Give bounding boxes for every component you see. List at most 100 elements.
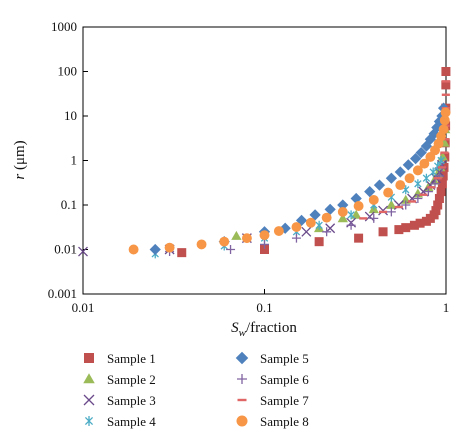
x-axis-title-main: S bbox=[231, 320, 239, 336]
x-tick-label: 0.1 bbox=[256, 300, 272, 315]
x-tick-label: 0.01 bbox=[72, 300, 95, 315]
legend-marker bbox=[235, 351, 249, 365]
data-point bbox=[395, 180, 406, 191]
data-point bbox=[354, 233, 364, 243]
data-point bbox=[164, 242, 175, 253]
y-axis-title-main: r bbox=[12, 174, 28, 180]
data-point bbox=[440, 151, 449, 154]
data-point bbox=[385, 172, 397, 184]
data-point bbox=[386, 199, 397, 209]
data-point bbox=[437, 179, 447, 189]
data-point bbox=[309, 209, 321, 221]
data-point bbox=[128, 244, 139, 255]
legend-item: Sample 1 bbox=[84, 351, 156, 366]
data-point bbox=[407, 200, 417, 203]
legend-marker bbox=[83, 394, 95, 406]
data-point bbox=[322, 227, 332, 237]
data-point bbox=[226, 245, 236, 254]
data-point bbox=[394, 205, 403, 209]
legend-label: Sample 6 bbox=[260, 372, 309, 387]
data-point bbox=[423, 187, 433, 197]
y-tick-label: 10 bbox=[64, 108, 77, 123]
legend-label: Sample 5 bbox=[260, 351, 309, 366]
data-point bbox=[219, 236, 230, 247]
data-point bbox=[427, 186, 436, 189]
legend-item: Sample 7 bbox=[237, 393, 309, 408]
x-axis-title-sub: w bbox=[239, 327, 247, 339]
data-point bbox=[337, 206, 348, 217]
series-6 bbox=[165, 162, 447, 257]
data-point bbox=[177, 248, 187, 258]
legend-item: Sample 2 bbox=[83, 372, 156, 387]
data-point bbox=[441, 138, 450, 141]
data-point bbox=[413, 193, 423, 203]
x-axis-title-rest: /fraction bbox=[246, 320, 297, 336]
data-point bbox=[364, 211, 375, 222]
data-point bbox=[394, 166, 406, 178]
data-point bbox=[419, 193, 428, 196]
legend-marker bbox=[236, 415, 248, 427]
data-point bbox=[441, 67, 451, 76]
legend-item: Sample 4 bbox=[84, 414, 156, 429]
data-point bbox=[437, 166, 447, 169]
data-point bbox=[346, 220, 356, 230]
data-point bbox=[441, 93, 450, 96]
x-axis-title: Sw/fraction bbox=[231, 320, 297, 339]
data-point bbox=[415, 218, 425, 228]
data-point bbox=[438, 124, 449, 135]
y-axis-title-rest: (μm) bbox=[12, 140, 28, 173]
data-point bbox=[378, 205, 389, 216]
data-point bbox=[383, 187, 394, 198]
y-tick-label: 0.01 bbox=[54, 242, 77, 257]
data-point bbox=[196, 239, 207, 250]
legend-label: Sample 1 bbox=[107, 351, 156, 366]
data-point bbox=[347, 210, 355, 220]
data-point bbox=[429, 167, 437, 177]
data-point bbox=[241, 233, 252, 244]
legend-label: Sample 3 bbox=[107, 393, 156, 408]
data-point bbox=[301, 226, 312, 237]
y-axis-title: r (μm) bbox=[12, 140, 28, 179]
legend-marker bbox=[84, 416, 94, 426]
data-point bbox=[433, 200, 443, 210]
data-point bbox=[409, 220, 419, 230]
legend-marker bbox=[84, 353, 94, 363]
data-point bbox=[378, 227, 388, 237]
data-point bbox=[291, 222, 302, 232]
x-tick-label: 1 bbox=[443, 300, 450, 315]
y-tick-label: 100 bbox=[58, 64, 78, 79]
data-point bbox=[431, 206, 441, 216]
data-point bbox=[231, 230, 242, 240]
data-point bbox=[434, 193, 444, 203]
legend-marker bbox=[237, 398, 247, 402]
data-point bbox=[364, 185, 376, 198]
data-point bbox=[379, 210, 388, 214]
data-point bbox=[353, 201, 364, 211]
legend-item: Sample 8 bbox=[236, 414, 309, 429]
series-5 bbox=[149, 102, 450, 256]
data-point bbox=[315, 220, 323, 230]
data-point bbox=[260, 239, 269, 249]
legend: Sample 1 Sample 2 Sample 3 Sample 4 Sample 5… bbox=[83, 351, 309, 429]
data-point bbox=[386, 207, 396, 217]
data-point bbox=[373, 179, 386, 191]
y-tick-label: 0.001 bbox=[48, 286, 77, 301]
data-point bbox=[314, 237, 324, 247]
data-point bbox=[419, 158, 430, 169]
data-point bbox=[441, 80, 450, 83]
data-point bbox=[439, 115, 450, 126]
data-point bbox=[321, 212, 332, 223]
data-point bbox=[394, 225, 404, 235]
y-tick-label: 0.1 bbox=[61, 197, 77, 212]
data-point bbox=[260, 245, 269, 254]
data-point bbox=[415, 147, 427, 159]
data-point bbox=[368, 194, 379, 205]
legend-label: Sample 2 bbox=[107, 372, 156, 387]
legend-label: Sample 7 bbox=[260, 393, 309, 408]
data-point bbox=[401, 200, 411, 210]
data-point bbox=[414, 179, 422, 189]
y-tick-label: 1000 bbox=[51, 19, 77, 34]
data-point bbox=[149, 243, 161, 256]
